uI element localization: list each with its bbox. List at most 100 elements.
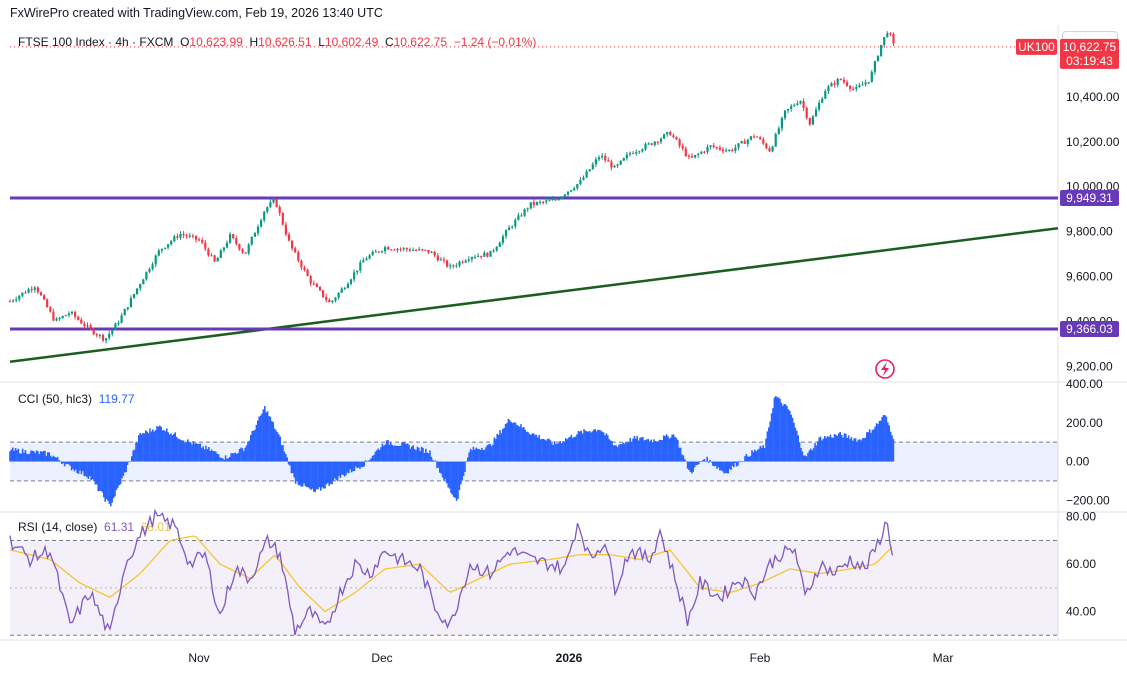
cci-bar	[94, 461, 97, 485]
cci-bar	[773, 397, 776, 462]
cci-bar	[69, 461, 71, 466]
candle-body	[210, 255, 213, 257]
candle-body	[24, 292, 27, 294]
rsi-axis-tick: 80.00	[1066, 510, 1096, 524]
cci-bar	[453, 461, 455, 497]
cci-bar	[426, 452, 428, 462]
cci-bar	[612, 445, 615, 462]
cci-bar	[227, 458, 230, 462]
cci-bar	[696, 461, 699, 465]
cci-bar	[882, 415, 885, 462]
cci-bar	[300, 461, 302, 487]
candle-body	[563, 194, 566, 197]
cci-bar	[324, 461, 326, 489]
cci-bar	[174, 432, 176, 462]
time-axis-tick: 2026	[556, 651, 583, 665]
candle-body	[607, 160, 610, 162]
cci-bar	[847, 435, 850, 462]
cci-bar	[654, 440, 657, 462]
cci-bar	[167, 432, 169, 462]
cci-bar	[208, 447, 210, 462]
cci-bar	[415, 450, 417, 462]
cci-bar	[412, 445, 414, 462]
cci-bar	[132, 450, 134, 462]
candle-body	[291, 240, 294, 249]
cci-bar	[616, 447, 619, 462]
candle-body	[275, 199, 278, 207]
cci-bar	[9, 451, 11, 462]
cci-bar	[222, 458, 224, 462]
cci-bar	[681, 454, 683, 462]
candle-body	[179, 233, 182, 238]
cci-bar	[476, 448, 479, 462]
candle-body	[628, 153, 632, 155]
cci-bar	[780, 402, 783, 462]
cci-bar	[128, 461, 130, 462]
candle-body	[384, 247, 387, 252]
cci-bar	[619, 443, 622, 462]
candle-body	[191, 235, 194, 237]
cci-bar	[187, 439, 189, 462]
cci-bar	[350, 461, 353, 473]
cci-bar	[170, 433, 172, 462]
candle-body	[21, 292, 24, 296]
cci-bar	[443, 461, 445, 481]
candle-body	[427, 249, 430, 253]
cci-bar	[44, 450, 46, 462]
candle-body	[213, 255, 216, 262]
cci-bar	[748, 456, 750, 462]
cci-bar	[138, 435, 140, 462]
candle-body	[619, 160, 622, 165]
candle-body	[411, 250, 415, 252]
support-trendline[interactable]	[9, 226, 1059, 364]
cci-bar	[595, 431, 598, 462]
cci-bar	[173, 434, 175, 462]
cci-bar	[672, 434, 675, 462]
cci-bar	[31, 450, 34, 462]
candle-body	[771, 146, 774, 152]
cci-bar	[341, 461, 343, 475]
candle-body	[790, 106, 793, 109]
candle-body	[523, 209, 526, 216]
cci-bar	[398, 446, 400, 462]
cci-bar	[294, 461, 297, 484]
cci-bar	[72, 461, 74, 469]
cci-bar	[738, 460, 741, 462]
candle-body	[613, 165, 616, 168]
cci-bar	[45, 455, 48, 462]
cci-bar	[567, 437, 570, 462]
candle-body	[123, 309, 126, 316]
cci-bar	[166, 428, 168, 462]
close-label: C	[384, 35, 394, 49]
candle-body	[681, 145, 684, 149]
cci-bar	[411, 446, 413, 462]
cci-bar	[843, 433, 846, 462]
candle-body	[796, 103, 799, 105]
candle-body	[33, 287, 36, 290]
candle-body	[356, 270, 359, 273]
rsi-value: 61.31	[104, 520, 135, 534]
candle-body	[359, 262, 362, 271]
cci-bar	[125, 461, 127, 473]
candle-body	[284, 224, 287, 235]
cci-bar	[83, 461, 85, 477]
candle-body	[650, 143, 653, 145]
cci-bar	[313, 461, 315, 492]
cci-bar	[698, 461, 700, 465]
cci-axis-tick: 400.00	[1066, 377, 1103, 391]
cci-bar	[839, 431, 841, 462]
cci-bar	[198, 443, 200, 462]
candle-body	[867, 81, 870, 83]
cci-bar	[385, 440, 388, 462]
candle-body	[833, 83, 836, 85]
candle-body	[759, 137, 762, 140]
cci-bar	[853, 438, 855, 462]
candle-body	[718, 147, 721, 150]
cci-bar	[707, 461, 710, 464]
cci-bar	[310, 461, 312, 490]
cci-bar	[264, 406, 266, 462]
cci-bar	[252, 430, 255, 462]
cci-bar	[588, 431, 591, 462]
cci-bar	[497, 434, 500, 462]
